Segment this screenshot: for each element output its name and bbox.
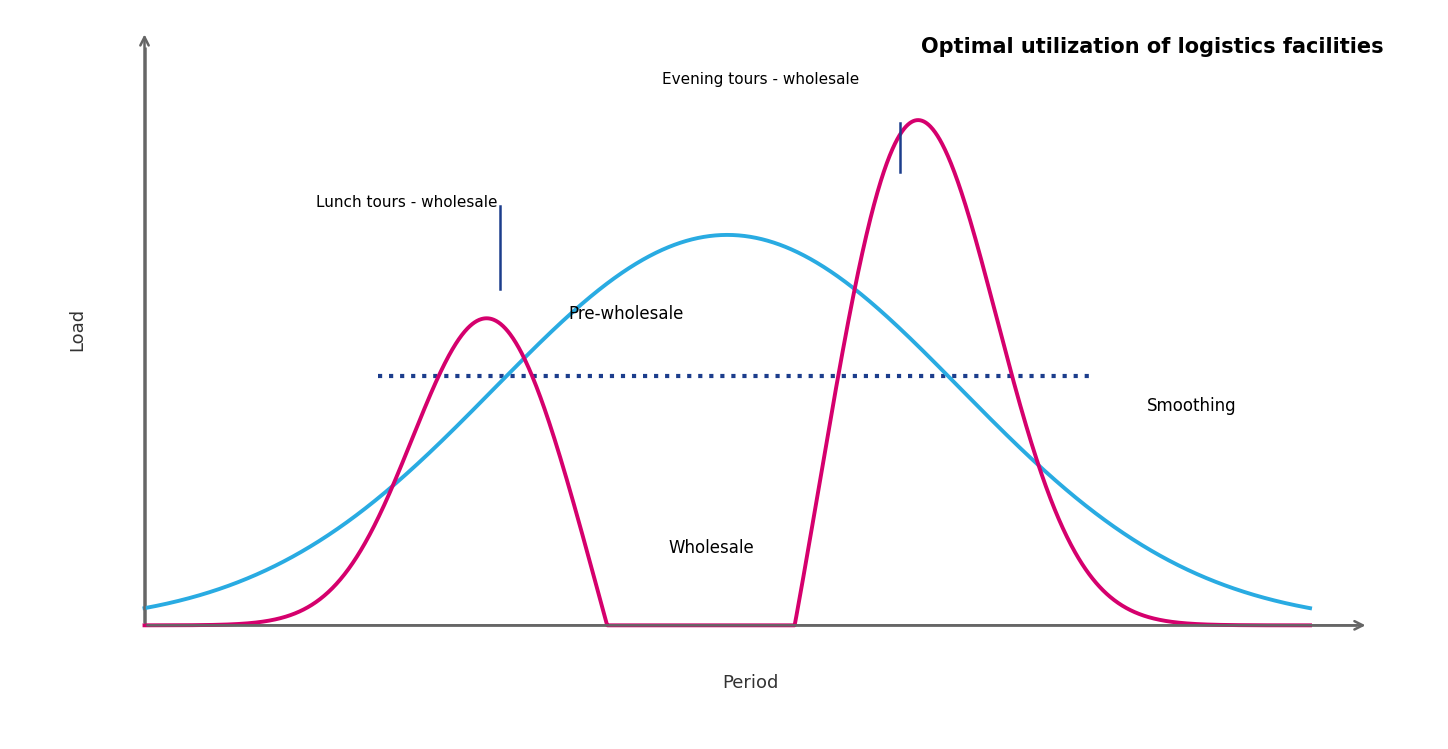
Text: Pre-wholesale: Pre-wholesale [568, 306, 683, 324]
Text: Load: Load [68, 308, 85, 351]
Text: Wholesale: Wholesale [669, 539, 754, 557]
Text: Evening tours - wholesale: Evening tours - wholesale [663, 72, 860, 87]
Text: Optimal utilization of logistics facilities: Optimal utilization of logistics facilit… [921, 37, 1383, 57]
Text: Period: Period [723, 674, 779, 692]
Text: Lunch tours - wholesale: Lunch tours - wholesale [316, 195, 498, 210]
Text: Smoothing: Smoothing [1147, 398, 1237, 416]
